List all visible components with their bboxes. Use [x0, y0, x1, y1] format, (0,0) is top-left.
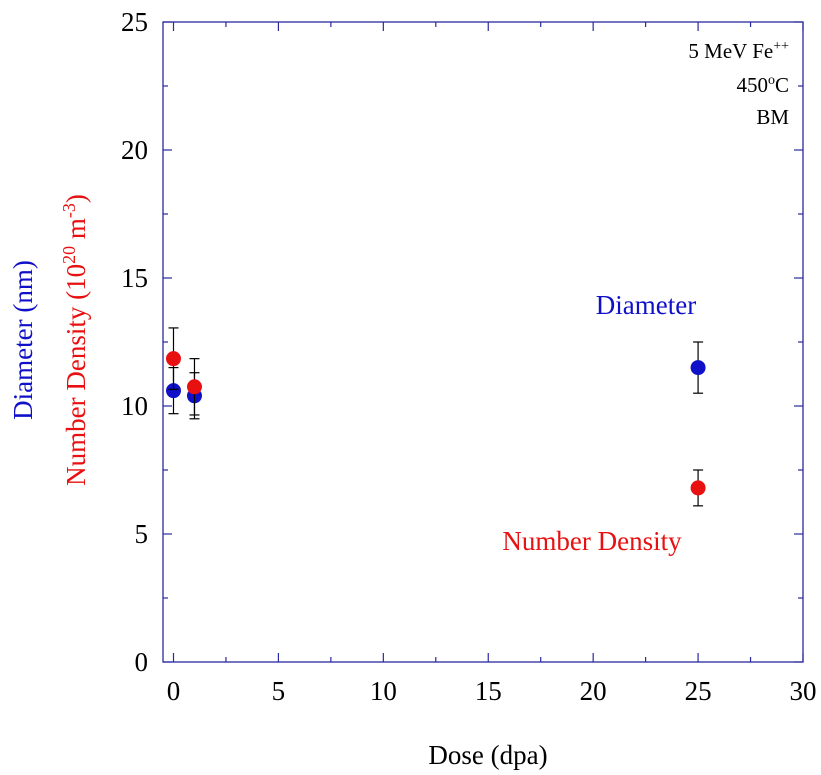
x-tick-label: 25 [685, 676, 712, 706]
y-tick-label: 0 [135, 647, 149, 677]
diameter-point [690, 360, 706, 376]
x-tick-label: 15 [475, 676, 502, 706]
y-axis-title-diameter: Diameter (nm) [8, 260, 38, 420]
density-label-unit: m [61, 218, 91, 246]
annotation-temperature: 450oC [736, 73, 789, 97]
density-label-exp2: -3 [59, 203, 79, 218]
diameter-point [165, 383, 181, 399]
y-tick-label: 25 [121, 7, 148, 37]
ticks-layer [163, 21, 804, 663]
y-tick-label: 5 [135, 519, 149, 549]
annotation-ion: 5 MeV Fe++ [688, 39, 789, 63]
y-tick-label: 20 [121, 135, 148, 165]
number-density-point [165, 351, 181, 367]
points-layer [165, 327, 706, 507]
x-tick-label: 10 [370, 676, 397, 706]
number-density-point [690, 480, 706, 496]
annotation-material: BM [756, 105, 789, 129]
plot-frame [162, 21, 804, 663]
x-tick-label: 5 [272, 676, 286, 706]
y-axis-title-density: Number Density (1020 m-3) [59, 194, 91, 486]
x-tick-label: 30 [790, 676, 817, 706]
density-label-suffix: ) [61, 194, 91, 203]
series-label-number-density: Number Density [502, 526, 682, 556]
density-label-exp1: 20 [59, 246, 79, 264]
number-density-point [186, 379, 202, 395]
y-tick-label: 15 [121, 263, 148, 293]
series-label-diameter: Diameter [596, 290, 696, 320]
annotation-temp-value: 450 [736, 73, 768, 97]
x-tick-label: 20 [580, 676, 607, 706]
annotation-ion-text: 5 MeV Fe [688, 39, 773, 63]
tick-labels-layer: 0 5 10 15 20 25 30 0 5 10 15 20 25 [121, 7, 817, 706]
annotation-ion-sup: ++ [773, 39, 789, 54]
y-tick-label: 10 [121, 391, 148, 421]
x-axis-title: Dose (dpa) [428, 740, 547, 770]
annotation-temp-sup: o [768, 73, 775, 88]
density-label-prefix: Number Density (10 [61, 264, 91, 486]
x-tick-label: 0 [167, 676, 181, 706]
annotation-temp-unit: C [775, 73, 789, 97]
